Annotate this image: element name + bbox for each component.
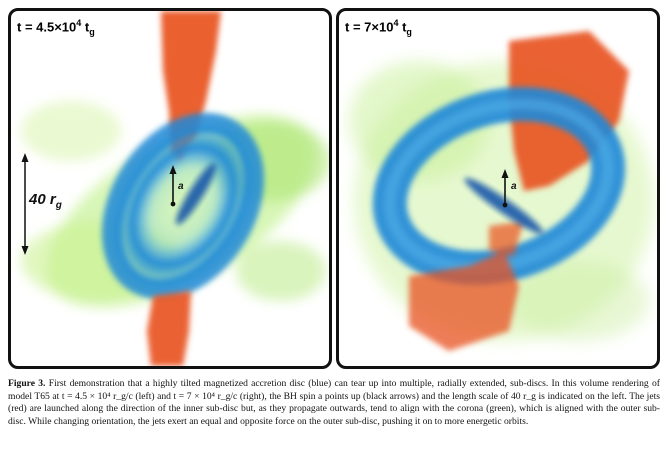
figure-number: Figure 3. xyxy=(8,378,46,389)
inner-disc-left xyxy=(176,163,216,225)
spin-arrow-left xyxy=(169,165,177,207)
lower-jet-right xyxy=(409,221,524,351)
scale-label: 40 rg xyxy=(29,191,62,211)
scale-bar xyxy=(21,153,29,255)
left-panel: t = 4.5×104 tg a 40 rg xyxy=(8,8,332,369)
left-volume-rendering xyxy=(21,11,329,366)
right-spin-label: a xyxy=(511,181,517,192)
outer-disc-right xyxy=(372,87,626,285)
right-panel: t = 7×104 tg a xyxy=(336,8,660,369)
figure-caption: Figure 3. First demonstration that a hig… xyxy=(8,378,660,428)
left-spin-label: a xyxy=(178,181,184,192)
right-time-label: t = 7×104 tg xyxy=(345,18,412,37)
lower-jet-left xyxy=(147,291,191,366)
caption-text: First demonstration that a highly tilted… xyxy=(8,378,660,427)
spin-arrow-right xyxy=(501,169,509,208)
right-volume-rendering xyxy=(349,31,654,351)
left-time-label: t = 4.5×104 tg xyxy=(17,18,95,37)
